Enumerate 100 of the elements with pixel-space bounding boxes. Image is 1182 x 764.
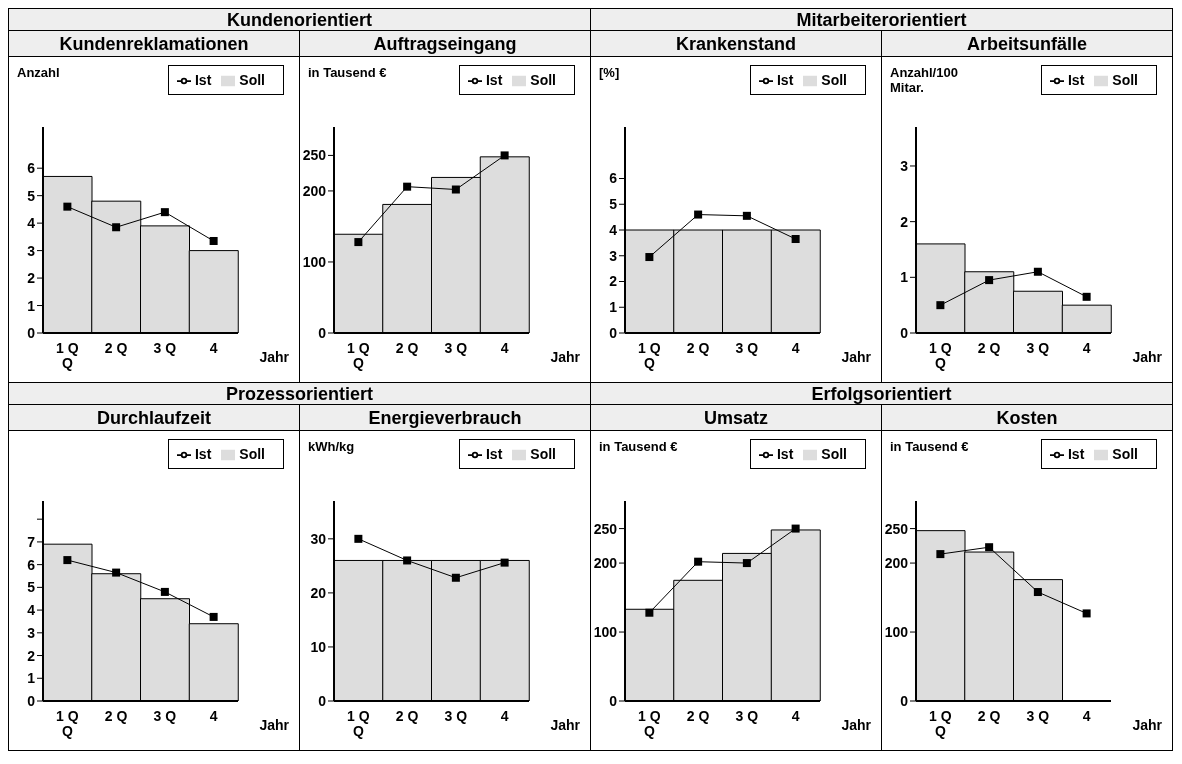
legend-label: Ist (1067, 446, 1085, 462)
point (500, 151, 509, 160)
point (354, 534, 363, 543)
legend-label: Ist (485, 446, 503, 462)
point (451, 185, 460, 194)
point (403, 556, 412, 565)
point (742, 211, 751, 220)
x-axis-title: Jahr (1132, 717, 1162, 733)
y-tick-label: 2 (900, 213, 909, 230)
y-axis-title: kWh/kg (308, 439, 355, 454)
point (742, 559, 751, 568)
chart-title: Durchlaufzeit (9, 405, 299, 431)
x-tick-label: 2 Q (977, 340, 1001, 356)
point (354, 238, 363, 247)
y-tick-label: 20 (310, 584, 327, 601)
x-axis-title: Jahr (841, 717, 871, 733)
x-tick-label: 4 (791, 708, 800, 724)
x-tick-label: 4 (500, 340, 509, 356)
x-tick-label: 1 Q Q (638, 708, 661, 739)
x-axis-title: Jahr (550, 349, 580, 365)
y-tick-label: 0 (609, 692, 618, 709)
y-axis-title: in Tausend € (599, 439, 678, 454)
y-tick-label: 5 (27, 187, 36, 204)
point (160, 208, 169, 217)
x-tick-label: 2 Q (104, 340, 128, 356)
point (645, 608, 654, 617)
text: Soll (239, 446, 265, 462)
y-tick-label: 3 (609, 247, 618, 264)
x-tick-label: 4 (209, 340, 218, 356)
y-tick-label: 5 (27, 579, 36, 596)
y-tick-label: 100 (884, 624, 909, 640)
y-tick-label: 250 (884, 520, 909, 537)
y-tick-label: 6 (27, 556, 36, 573)
x-tick-label: 3 Q (153, 340, 177, 356)
text: Erfolgsorientiert (591, 383, 1173, 405)
y-tick-label: 4 (27, 602, 36, 619)
y-tick-label: 3 (27, 242, 36, 259)
chart-title: Kundenreklamationen (9, 31, 299, 57)
x-tick-label: 1 Q Q (929, 708, 952, 739)
x-axis-title: Jahr (259, 717, 289, 733)
point (694, 557, 703, 566)
text: Soll (821, 446, 847, 462)
y-tick-label: 0 (609, 324, 618, 341)
x-tick-label: 1 Q Q (347, 708, 370, 739)
y-tick-label: 200 (884, 555, 909, 572)
y-axis-title: in Tausend € (890, 439, 969, 454)
y-tick-label: 250 (302, 147, 327, 164)
y-axis-title: in Tausend € (308, 65, 387, 80)
x-tick-label: 1 Q Q (56, 708, 79, 739)
x-tick-label: 2 Q (977, 708, 1001, 724)
point (936, 301, 945, 310)
chart-title: Umsatz (591, 405, 881, 431)
x-tick-label: 1 Q Q (347, 340, 370, 371)
text: Soll (239, 72, 265, 88)
point (500, 558, 509, 567)
x-tick-label: 2 Q (395, 708, 419, 724)
y-tick-label: 4 (609, 221, 618, 238)
text: Kundenorientiert (9, 9, 591, 31)
x-tick-label: 4 (1082, 340, 1091, 356)
point (63, 202, 72, 211)
point (645, 253, 654, 262)
y-tick-label: 1 (27, 297, 36, 314)
legend-label: Ist (485, 72, 503, 88)
y-tick-label: 30 (310, 530, 327, 547)
x-tick-label: 2 Q (686, 340, 710, 356)
y-tick-label: 2 (27, 270, 36, 287)
x-tick-label: 4 (500, 708, 509, 724)
point (451, 573, 460, 582)
y-tick-label: 0 (27, 324, 36, 341)
text: Mitarbeiterorientiert (591, 9, 1173, 31)
x-tick-label: 4 (791, 340, 800, 356)
x-tick-label: 1 Q Q (56, 340, 79, 371)
y-tick-label: 7 (27, 533, 36, 550)
y-tick-label: 3 (27, 624, 36, 641)
x-tick-label: 3 Q (153, 708, 177, 724)
text: Soll (1112, 446, 1138, 462)
chart-title: Arbeitsunfälle (882, 31, 1172, 57)
point (112, 568, 121, 577)
point (403, 182, 412, 191)
x-tick-label: 3 Q (444, 340, 468, 356)
x-tick-label: 1 Q Q (929, 340, 952, 371)
point (936, 550, 945, 559)
point (1033, 267, 1042, 276)
point (209, 236, 218, 245)
y-tick-label: 0 (27, 692, 36, 709)
y-tick-label: 1 (609, 299, 618, 316)
x-axis-title: Jahr (1132, 349, 1162, 365)
x-tick-label: 2 Q (104, 708, 128, 724)
legend-label: Ist (1067, 72, 1085, 88)
y-tick-label: 4 (27, 215, 36, 232)
y-tick-label: 0 (318, 692, 327, 709)
x-tick-label: 4 (1082, 708, 1091, 724)
chart-title: Krankenstand (591, 31, 881, 57)
x-tick-label: 1 Q Q (638, 340, 661, 371)
chart-title: Energieverbrauch (300, 405, 590, 431)
point (209, 612, 218, 621)
x-tick-label: 3 Q (735, 708, 759, 724)
y-axis-title: [%] (599, 65, 620, 80)
y-axis-title: Anzahl/100 Mitar. (890, 65, 959, 95)
x-axis-title: Jahr (550, 717, 580, 733)
